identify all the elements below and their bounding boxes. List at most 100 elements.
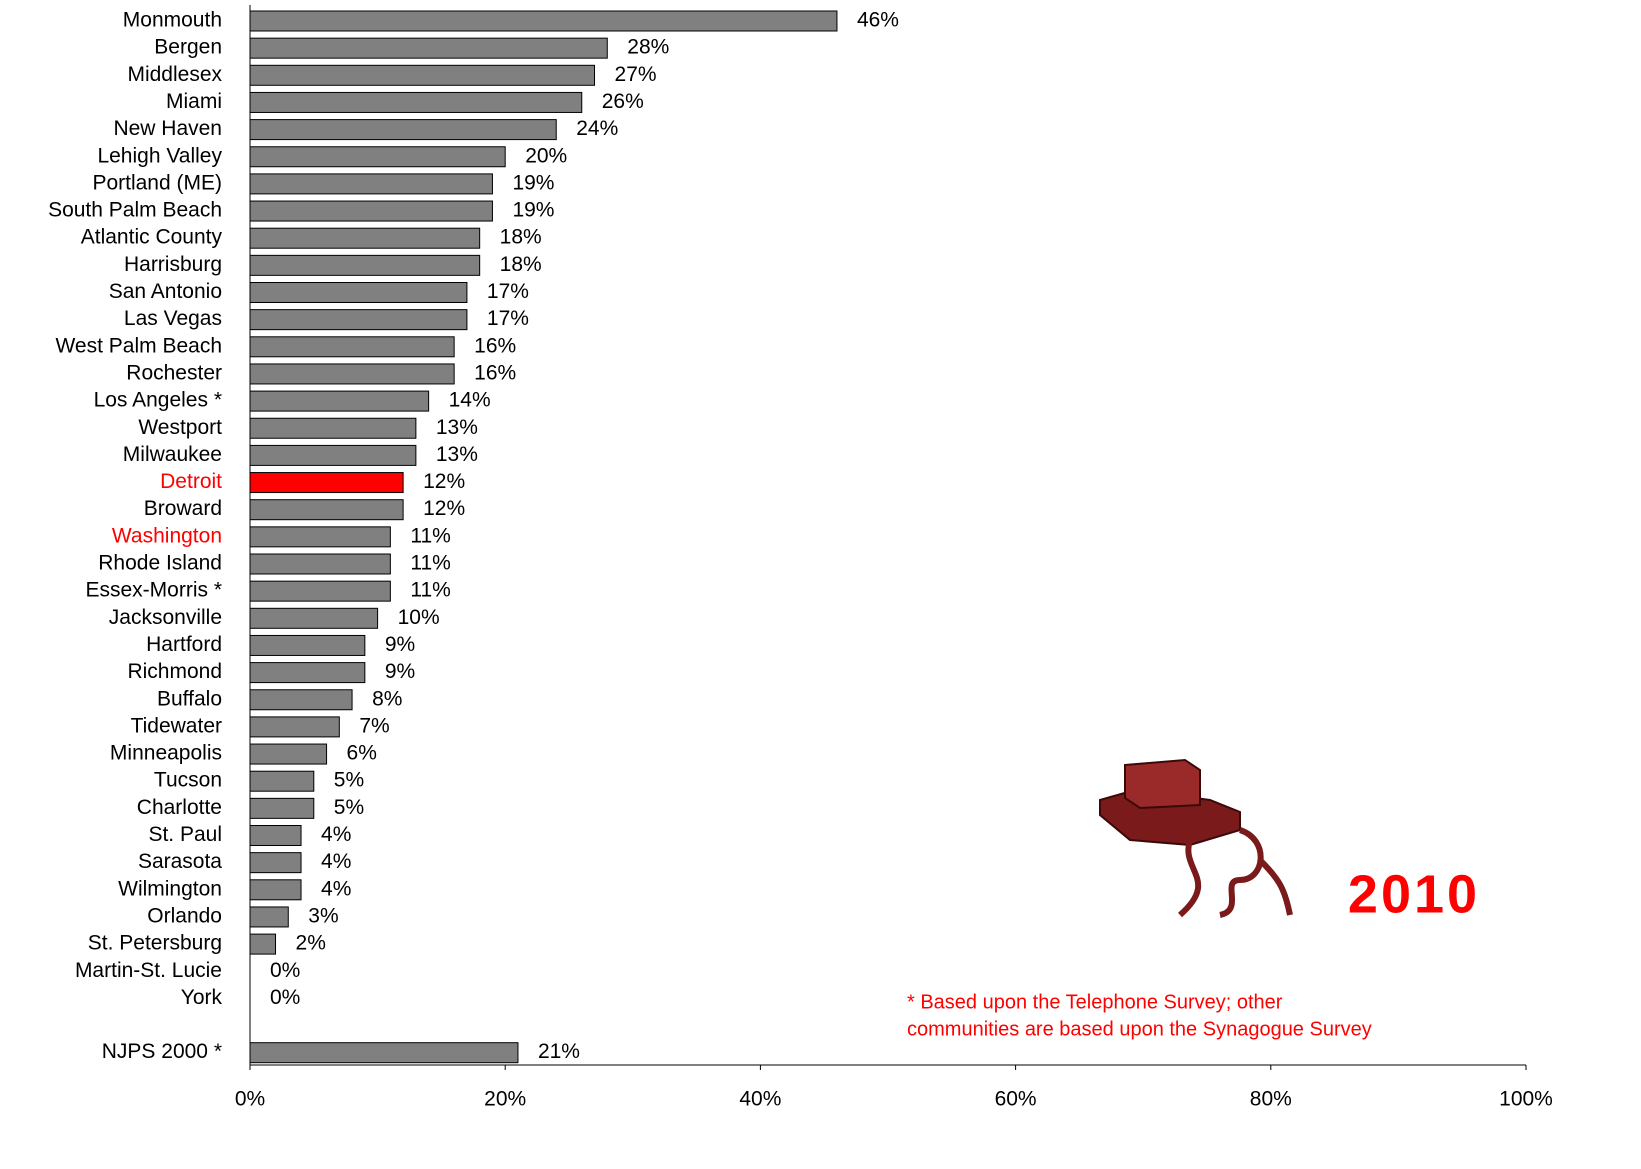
y-tick-label: Milwaukee — [123, 443, 222, 466]
y-tick-label: Los Angeles * — [94, 389, 222, 412]
bar — [249, 64, 596, 86]
y-tick-label: Monmouth — [123, 9, 222, 32]
value-label: 27% — [615, 63, 657, 86]
bar — [249, 634, 366, 656]
y-tick-label: Orlando — [147, 904, 222, 927]
value-label: 4% — [321, 877, 351, 900]
y-tick-label: Miami — [166, 90, 222, 113]
value-label: 16% — [474, 334, 516, 357]
y-tick-label: San Antonio — [109, 280, 222, 303]
value-label: 11% — [410, 552, 450, 575]
bar — [249, 607, 379, 629]
bar — [249, 91, 583, 113]
value-label: 19% — [512, 171, 554, 194]
value-label: 4% — [321, 850, 351, 873]
bar — [249, 716, 340, 738]
bar — [249, 852, 302, 874]
value-label: 20% — [525, 144, 567, 167]
y-tick-label: Broward — [144, 497, 222, 520]
value-label: 0% — [270, 986, 300, 1009]
value-label: 13% — [436, 416, 478, 439]
bar — [249, 417, 417, 439]
y-tick-label: Minneapolis — [110, 742, 222, 765]
bar — [249, 580, 391, 602]
y-tick-label: Buffalo — [157, 687, 222, 710]
value-label: 9% — [385, 633, 415, 656]
value-label: 8% — [372, 687, 402, 710]
value-label: 24% — [576, 117, 618, 140]
y-tick-label: Martin-St. Lucie — [75, 959, 222, 982]
y-tick-label: Richmond — [127, 660, 222, 683]
y-tick-label: Bergen — [154, 36, 222, 59]
y-tick-label: Jacksonville — [109, 606, 222, 629]
y-tick-label: Atlantic County — [81, 226, 223, 249]
bar — [249, 309, 468, 331]
value-label: 4% — [321, 823, 351, 846]
value-label: 17% — [487, 307, 529, 330]
bar — [249, 662, 366, 684]
value-label: 18% — [500, 253, 542, 276]
value-label: 2% — [296, 932, 326, 955]
bar — [249, 444, 417, 466]
y-tick-label: Tucson — [154, 769, 222, 792]
bar — [249, 906, 289, 928]
y-tick-label: West Palm Beach — [55, 334, 222, 357]
y-tick-label: Tidewater — [131, 714, 222, 737]
y-tick-label: St. Petersburg — [88, 932, 222, 955]
y-tick-label: Sarasota — [138, 850, 222, 873]
value-label: 21% — [538, 1040, 580, 1063]
y-tick-label: New Haven — [113, 117, 222, 140]
value-label: 18% — [500, 226, 542, 249]
bar — [249, 743, 328, 765]
y-tick-label: Harrisburg — [124, 253, 222, 276]
y-tick-label: Las Vegas — [124, 307, 222, 330]
bar — [249, 390, 430, 412]
value-label: 6% — [347, 742, 377, 765]
y-tick-label: Rhode Island — [98, 552, 222, 575]
x-tick-label: 20% — [484, 1088, 526, 1111]
x-tick-label: 0% — [235, 1088, 265, 1111]
value-label: 12% — [423, 470, 465, 493]
bar — [249, 227, 481, 249]
bar — [249, 336, 455, 358]
footnote: communities are based upon the Synagogue… — [907, 1018, 1372, 1040]
y-tick-label: Portland (ME) — [92, 171, 222, 194]
value-label: 17% — [487, 280, 529, 303]
value-label: 5% — [334, 796, 364, 819]
y-tick-label: South Palm Beach — [48, 199, 222, 222]
icon — [1099, 758, 1293, 918]
value-label: 26% — [602, 90, 644, 113]
y-tick-label: Detroit — [160, 470, 222, 493]
value-label: 16% — [474, 361, 516, 384]
y-tick-label: Charlotte — [137, 796, 222, 819]
value-label: 19% — [512, 199, 554, 222]
bar — [249, 173, 493, 195]
value-label: 11% — [410, 524, 450, 547]
value-label: 28% — [627, 36, 669, 59]
bar — [249, 254, 481, 276]
bar — [249, 526, 391, 548]
value-label: 5% — [334, 769, 364, 792]
bar — [249, 146, 506, 168]
bar — [249, 553, 391, 575]
bar — [249, 1042, 519, 1064]
value-label: 12% — [423, 497, 465, 520]
x-tick-label: 60% — [995, 1088, 1037, 1111]
y-tick-label: Hartford — [146, 633, 222, 656]
value-label: 9% — [385, 660, 415, 683]
bar — [249, 499, 404, 521]
bar — [249, 10, 838, 32]
value-label: 14% — [449, 389, 491, 412]
x-tick-label: 100% — [1499, 1088, 1553, 1111]
y-tick-label: Essex-Morris * — [85, 579, 222, 602]
value-label: 0% — [270, 959, 300, 982]
y-tick-label: York — [181, 986, 223, 1009]
y-tick-label: St. Paul — [148, 823, 222, 846]
y-tick-label: Westport — [138, 416, 222, 439]
year-annotation: 2010 — [1348, 864, 1480, 924]
bar — [249, 689, 353, 711]
y-tick-label: Rochester — [126, 361, 222, 384]
bar — [249, 200, 493, 222]
bar — [249, 770, 315, 792]
